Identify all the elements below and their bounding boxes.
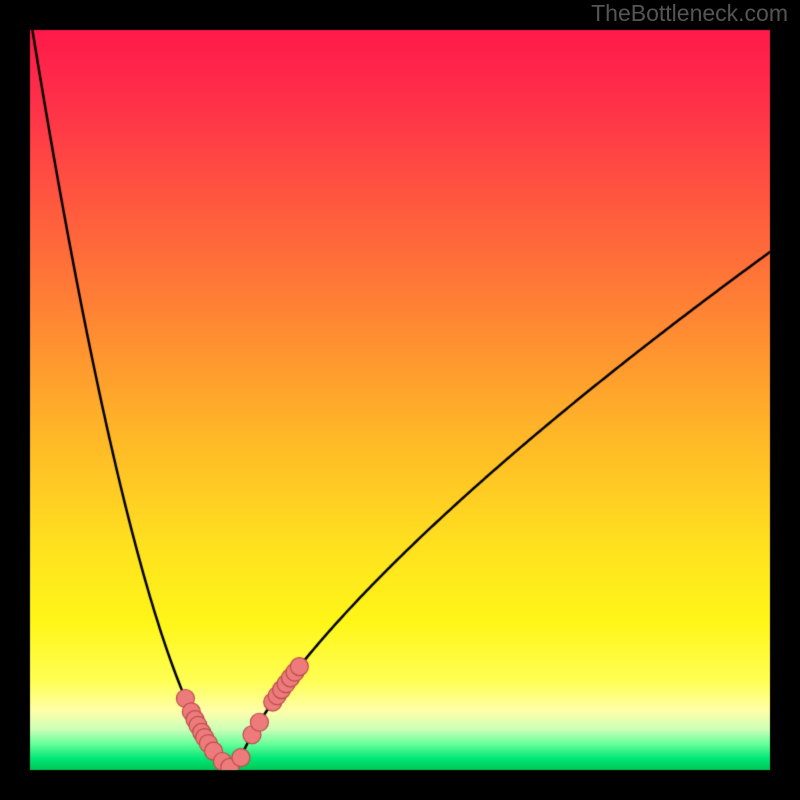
bottleneck-curve-layer — [0, 0, 800, 800]
chart-container: TheBottleneck.com — [0, 0, 800, 800]
